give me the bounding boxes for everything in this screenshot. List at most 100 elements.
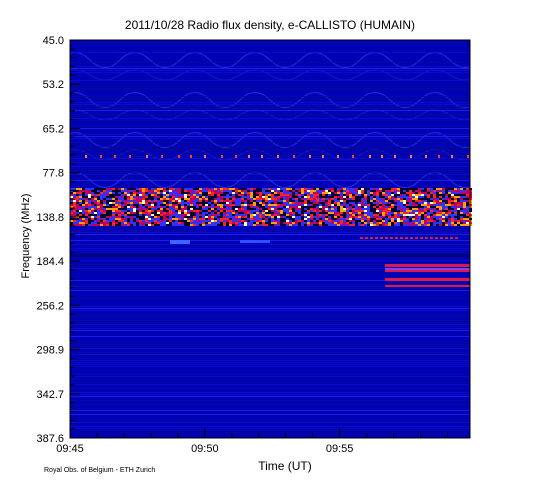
- burst-cell: [439, 206, 442, 208]
- spike-mark: [425, 155, 427, 158]
- burst-cell: [136, 190, 139, 192]
- burst-cell: [358, 196, 361, 198]
- noise-line: [70, 166, 470, 167]
- burst-cell: [91, 214, 94, 216]
- burst-cell: [190, 222, 193, 224]
- burst-cell: [283, 202, 286, 204]
- burst-cell: [79, 206, 82, 208]
- burst-cell: [121, 218, 124, 220]
- burst-cell: [352, 222, 355, 224]
- noise-line: [70, 270, 470, 271]
- burst-cell: [265, 222, 268, 224]
- burst-cell: [226, 214, 229, 216]
- burst-cell: [406, 190, 409, 192]
- burst-cell: [358, 214, 361, 216]
- burst-cell: [337, 214, 340, 216]
- burst-cell: [235, 224, 238, 226]
- spike-mark: [438, 155, 440, 158]
- burst-cell: [196, 202, 199, 204]
- burst-cell: [223, 196, 226, 198]
- burst-cell: [352, 224, 355, 226]
- burst-cell: [136, 202, 139, 204]
- burst-cell: [205, 188, 208, 190]
- burst-cell: [454, 214, 457, 216]
- burst-cell: [220, 210, 223, 212]
- burst-cell: [151, 212, 154, 214]
- burst-cell: [343, 214, 346, 216]
- burst-cell: [238, 208, 241, 210]
- dash-mark: [420, 237, 423, 239]
- burst-cell: [445, 224, 448, 226]
- burst-cell: [124, 216, 127, 218]
- burst-cell: [442, 210, 445, 212]
- burst-cell: [283, 216, 286, 218]
- burst-cell: [394, 210, 397, 212]
- spike-mark: [322, 155, 324, 158]
- burst-cell: [148, 208, 151, 210]
- burst-cell: [316, 194, 319, 196]
- noise-line: [70, 160, 470, 161]
- burst-cell: [421, 202, 424, 204]
- burst-cell: [424, 192, 427, 194]
- burst-cell: [403, 198, 406, 200]
- burst-cell: [238, 188, 241, 190]
- burst-cell: [166, 198, 169, 200]
- burst-cell: [79, 192, 82, 194]
- burst-cell: [259, 212, 262, 214]
- burst-cell: [235, 192, 238, 194]
- burst-cell: [199, 218, 202, 220]
- burst-cell: [394, 202, 397, 204]
- burst-cell: [340, 192, 343, 194]
- burst-cell: [160, 202, 163, 204]
- burst-cell: [154, 202, 157, 204]
- burst-cell: [391, 198, 394, 200]
- burst-cell: [379, 216, 382, 218]
- burst-cell: [220, 220, 223, 222]
- burst-cell: [118, 190, 121, 192]
- burst-cell: [418, 218, 421, 220]
- burst-cell: [310, 218, 313, 220]
- burst-cell: [316, 206, 319, 208]
- burst-cell: [409, 208, 412, 210]
- burst-cell: [331, 212, 334, 214]
- burst-cell: [274, 218, 277, 220]
- noise-line: [70, 98, 470, 99]
- noise-line: [70, 330, 470, 331]
- burst-cell: [340, 218, 343, 220]
- burst-cell: [355, 220, 358, 222]
- burst-cell: [454, 202, 457, 204]
- noise-line: [70, 244, 470, 245]
- burst-cell: [379, 208, 382, 210]
- burst-cell: [187, 204, 190, 206]
- burst-cell: [334, 208, 337, 210]
- burst-cell: [304, 214, 307, 216]
- burst-cell: [445, 192, 448, 194]
- burst-cell: [463, 218, 466, 220]
- burst-cell: [436, 204, 439, 206]
- burst-cell: [217, 200, 220, 202]
- burst-cell: [187, 200, 190, 202]
- burst-cell: [316, 204, 319, 206]
- burst-cell: [451, 220, 454, 222]
- burst-cell: [88, 222, 91, 224]
- burst-cell: [208, 190, 211, 192]
- burst-cell: [322, 216, 325, 218]
- burst-cell: [412, 196, 415, 198]
- burst-cell: [88, 196, 91, 198]
- noise-line: [70, 344, 470, 345]
- burst-cell: [256, 200, 259, 202]
- burst-cell: [274, 220, 277, 222]
- x-axis: 09:45 09:50 09:55: [56, 428, 449, 455]
- burst-cell: [184, 190, 187, 192]
- burst-cell: [166, 222, 169, 224]
- burst-cell: [283, 218, 286, 220]
- burst-cell: [133, 206, 136, 208]
- burst-cell: [160, 194, 163, 196]
- burst-cell: [76, 202, 79, 204]
- burst-cell: [391, 214, 394, 216]
- burst-cell: [427, 206, 430, 208]
- burst-cell: [136, 214, 139, 216]
- burst-cell: [172, 202, 175, 204]
- burst-cell: [448, 200, 451, 202]
- burst-cell: [277, 224, 280, 226]
